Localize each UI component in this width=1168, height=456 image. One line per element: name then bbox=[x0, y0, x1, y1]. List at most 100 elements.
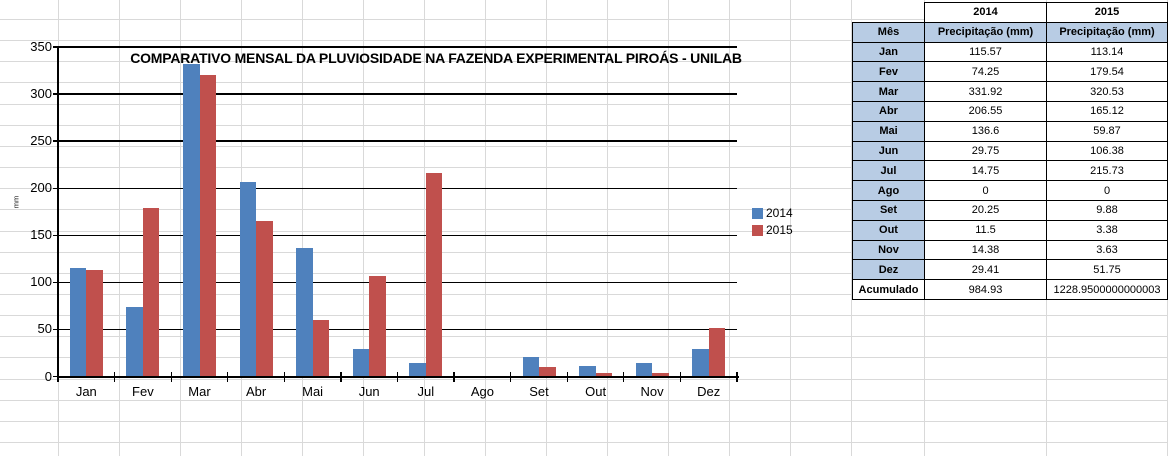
value-2015-cell[interactable]: 165.12 bbox=[1046, 100, 1168, 122]
year-header-2014[interactable]: 2014 bbox=[924, 2, 1047, 23]
value-2014-cell[interactable]: 206.55 bbox=[924, 100, 1047, 122]
bar-2015-Mar[interactable] bbox=[199, 74, 216, 377]
year-header-2015[interactable]: 2015 bbox=[1046, 2, 1168, 23]
chart-gridline bbox=[58, 187, 737, 189]
value-2014-cell[interactable]: 29.41 bbox=[924, 259, 1047, 281]
bar-2015-Jun[interactable] bbox=[369, 276, 386, 377]
bar-2014-Set[interactable] bbox=[522, 357, 539, 377]
value-2015-cell[interactable]: 3.38 bbox=[1046, 219, 1168, 241]
value-2014-cell[interactable]: 0 bbox=[924, 180, 1047, 201]
footer-label-cell[interactable]: Acumulado bbox=[852, 279, 925, 300]
bar-2014-Fev[interactable] bbox=[126, 306, 143, 377]
x-axis-tick-label: Mar bbox=[188, 384, 211, 399]
column-header-mes[interactable]: Mês bbox=[852, 21, 925, 43]
value-2015-cell[interactable]: 3.63 bbox=[1046, 239, 1168, 261]
column-header-precipitacao-2014[interactable]: Precipitação (mm) bbox=[924, 21, 1047, 43]
sheet-gridline-vertical bbox=[546, 0, 547, 456]
month-cell[interactable]: Nov bbox=[852, 239, 925, 261]
sheet-gridline-horizontal bbox=[0, 399, 1168, 401]
sheet-gridline-horizontal bbox=[0, 357, 1168, 359]
sheet-gridline-horizontal bbox=[0, 336, 1168, 338]
x-axis-tick bbox=[679, 372, 682, 382]
month-cell[interactable]: Dez bbox=[852, 259, 925, 281]
bar-2015-Dez[interactable] bbox=[708, 327, 726, 377]
x-axis-tick bbox=[453, 372, 455, 382]
value-2014-cell[interactable]: 115.57 bbox=[924, 41, 1047, 63]
bar-2014-Nov[interactable] bbox=[635, 363, 653, 377]
x-axis-tick bbox=[566, 372, 568, 382]
chart-title[interactable]: COMPARATIVO MENSAL DA PLUVIOSIDADE NA FA… bbox=[130, 50, 742, 66]
table-corner-cell bbox=[853, 3, 925, 23]
value-2015-cell[interactable]: 215.73 bbox=[1046, 160, 1168, 182]
bar-2014-Mai[interactable] bbox=[296, 247, 313, 377]
legend-swatch-2014-icon bbox=[752, 207, 763, 219]
value-2015-cell[interactable]: 0 bbox=[1046, 180, 1168, 201]
legend-label-2014: 2014 bbox=[766, 206, 793, 220]
month-cell[interactable]: Set bbox=[852, 199, 925, 221]
bar-2015-Out[interactable] bbox=[595, 373, 612, 377]
value-2015-cell[interactable]: 9.88 bbox=[1046, 199, 1168, 221]
x-axis-tick-label: Set bbox=[529, 384, 549, 399]
table-row: Nov 14.38 3.63 bbox=[852, 239, 1168, 261]
bar-2015-Jul[interactable] bbox=[425, 173, 443, 377]
month-cell[interactable]: Mai bbox=[852, 120, 925, 142]
sheet-gridline-horizontal bbox=[0, 293, 1168, 295]
bar-2015-Nov[interactable] bbox=[652, 373, 669, 377]
bar-2014-Dez[interactable] bbox=[692, 348, 709, 377]
value-2014-cell[interactable]: 11.5 bbox=[924, 219, 1047, 241]
footer-total-2015-cell[interactable]: 1228.9500000000003 bbox=[1046, 279, 1168, 300]
x-axis-tick bbox=[283, 372, 285, 382]
sheet-gridline-vertical bbox=[790, 0, 791, 456]
x-axis-tick-label: Fev bbox=[132, 384, 154, 399]
chart-gridline bbox=[58, 234, 737, 236]
value-2014-cell[interactable]: 74.25 bbox=[924, 61, 1047, 83]
month-cell[interactable]: Fev bbox=[852, 61, 925, 83]
bar-2014-Jan[interactable] bbox=[69, 267, 87, 377]
month-cell[interactable]: Abr bbox=[852, 100, 925, 122]
value-2015-cell[interactable]: 59.87 bbox=[1046, 120, 1168, 142]
bar-2014-Mar[interactable] bbox=[183, 64, 200, 377]
month-cell[interactable]: Jan bbox=[852, 41, 925, 63]
bar-2015-Fev[interactable] bbox=[142, 207, 160, 377]
x-axis-tick bbox=[227, 372, 229, 382]
value-2014-cell[interactable]: 29.75 bbox=[924, 140, 1047, 162]
legend-entry-2014[interactable]: 2014 bbox=[752, 205, 793, 221]
value-2014-cell[interactable]: 14.38 bbox=[924, 239, 1047, 261]
value-2015-cell[interactable]: 113.14 bbox=[1046, 41, 1168, 63]
chart-legend[interactable]: 2014 2015 bbox=[752, 205, 793, 238]
sheet-gridline-horizontal bbox=[0, 40, 1168, 42]
month-cell[interactable]: Mar bbox=[852, 81, 925, 102]
y-axis-title: mm bbox=[11, 195, 21, 209]
bar-2014-Abr[interactable] bbox=[239, 182, 256, 377]
sheet-gridline-horizontal bbox=[0, 209, 1168, 211]
value-2015-cell[interactable]: 320.53 bbox=[1046, 81, 1168, 102]
month-cell[interactable]: Jul bbox=[852, 160, 925, 182]
value-2014-cell[interactable]: 136.6 bbox=[924, 120, 1047, 142]
footer-total-2014-cell[interactable]: 984.93 bbox=[924, 279, 1047, 300]
month-cell[interactable]: Jun bbox=[852, 140, 925, 162]
value-2014-cell[interactable]: 20.25 bbox=[924, 199, 1047, 221]
value-2014-cell[interactable]: 14.75 bbox=[924, 160, 1047, 182]
sheet-gridline-vertical bbox=[180, 0, 181, 456]
value-2015-cell[interactable]: 51.75 bbox=[1046, 259, 1168, 281]
bar-2014-Out[interactable] bbox=[579, 365, 596, 377]
rainfall-bar-chart[interactable]: COMPARATIVO MENSAL DA PLUVIOSIDADE NA FA… bbox=[0, 0, 800, 420]
bar-2015-Mai[interactable] bbox=[312, 320, 330, 377]
column-header-precipitacao-2015[interactable]: Precipitação (mm) bbox=[1046, 21, 1168, 43]
x-axis-tick bbox=[396, 372, 399, 382]
bar-2015-Abr[interactable] bbox=[256, 221, 273, 377]
legend-swatch-2015-icon bbox=[752, 224, 763, 236]
bar-2014-Jun[interactable] bbox=[352, 348, 370, 377]
x-axis-tick-label: Ago bbox=[470, 384, 494, 399]
value-2014-cell[interactable]: 331.92 bbox=[924, 81, 1047, 102]
bar-2015-Jan[interactable] bbox=[86, 270, 103, 377]
y-axis-tick bbox=[52, 46, 62, 48]
value-2015-cell[interactable]: 179.54 bbox=[1046, 61, 1168, 83]
legend-entry-2015[interactable]: 2015 bbox=[752, 222, 793, 238]
month-cell[interactable]: Out bbox=[852, 219, 925, 241]
bar-2014-Jul[interactable] bbox=[409, 362, 426, 377]
month-cell[interactable]: Ago bbox=[852, 180, 925, 201]
bar-2015-Set[interactable] bbox=[539, 367, 556, 377]
table-row: Mai 136.6 59.87 bbox=[852, 120, 1168, 142]
value-2015-cell[interactable]: 106.38 bbox=[1046, 140, 1168, 162]
